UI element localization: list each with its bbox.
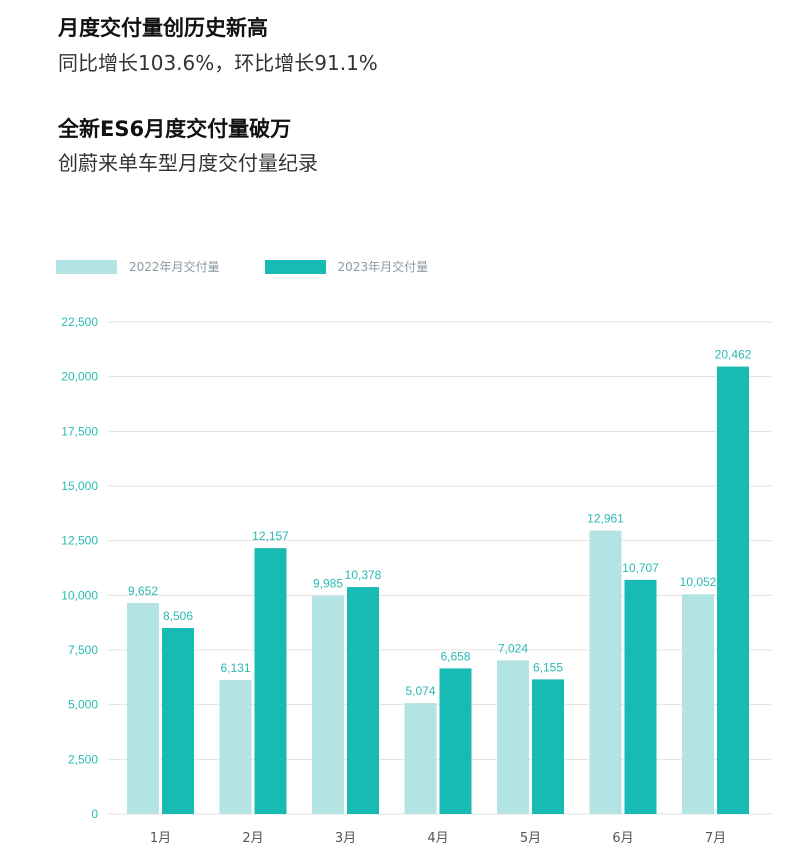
legend-swatch-2023 <box>264 259 326 274</box>
data-label: 6,131 <box>220 661 250 675</box>
legend-item-2023: 2023年月交付量 <box>264 258 429 275</box>
data-label: 12,961 <box>587 512 624 526</box>
y-tick-label: 7,500 <box>68 643 98 657</box>
bar-2022 <box>127 602 159 814</box>
data-label: 6,658 <box>440 649 470 663</box>
data-label: 10,378 <box>345 568 382 582</box>
x-category-label: 3月 <box>335 831 356 846</box>
subline-growth: 同比增长103.6%，环比增长91.1% <box>58 51 378 75</box>
x-category-label: 6月 <box>612 831 633 846</box>
data-label: 9,652 <box>128 584 158 598</box>
data-label: 12,157 <box>252 529 289 543</box>
bar-2023 <box>624 579 657 814</box>
data-label: 10,707 <box>622 561 659 575</box>
y-tick-label: 12,500 <box>61 534 98 548</box>
headline-monthly-record: 月度交付量创历史新高 <box>58 16 268 40</box>
data-label: 10,052 <box>680 575 717 589</box>
x-category-label: 5月 <box>520 831 541 846</box>
bar-2023 <box>162 628 194 814</box>
data-label: 6,155 <box>533 660 563 674</box>
chart-legend: 2022年月交付量 2023年月交付量 <box>56 258 473 275</box>
bar-2023 <box>717 366 749 814</box>
subline-es6-record: 创蔚来单车型月度交付量纪录 <box>58 151 318 175</box>
x-category-label: 7月 <box>705 831 726 846</box>
bar-2022 <box>312 595 344 814</box>
x-category-label: 2月 <box>242 831 263 846</box>
bar-2022 <box>589 530 622 814</box>
bar-2022 <box>682 594 714 814</box>
y-tick-label: 10,000 <box>61 588 98 602</box>
data-label: 5,074 <box>405 684 435 698</box>
y-tick-label: 17,500 <box>61 424 98 438</box>
bar-2023 <box>254 548 287 814</box>
bar-2023 <box>532 679 564 814</box>
legend-item-2022: 2022年月交付量 <box>56 258 220 275</box>
legend-label-2022: 2022年月交付量 <box>129 260 220 274</box>
data-label: 9,985 <box>313 577 343 591</box>
headline-es6: 全新ES6月度交付量破万 <box>58 117 292 141</box>
y-tick-label: 2,500 <box>68 752 98 766</box>
bar-2022 <box>404 703 437 814</box>
y-tick-label: 5,000 <box>68 698 98 712</box>
legend-swatch-2022 <box>56 259 117 274</box>
y-tick-label: 20,000 <box>61 370 98 384</box>
y-tick-label: 15,000 <box>61 479 98 493</box>
bar-chart: 0 2,500 5,000 7,500 10,000 12,500 15,000 17,500… <box>61 315 772 846</box>
data-label: 7,024 <box>498 641 528 655</box>
bar-2022 <box>219 679 252 814</box>
legend-label-2023: 2023年月交付量 <box>337 260 429 274</box>
data-label: 20,462 <box>715 348 752 362</box>
bar-2022 <box>497 660 529 814</box>
y-tick-label: 0 <box>91 807 98 821</box>
y-tick-label: 22,500 <box>61 315 98 329</box>
data-label: 8,506 <box>163 609 193 623</box>
bar-2023 <box>439 668 472 814</box>
x-category-label: 4月 <box>427 831 448 846</box>
x-category-label: 1月 <box>150 831 171 846</box>
bar-2023 <box>347 587 379 814</box>
